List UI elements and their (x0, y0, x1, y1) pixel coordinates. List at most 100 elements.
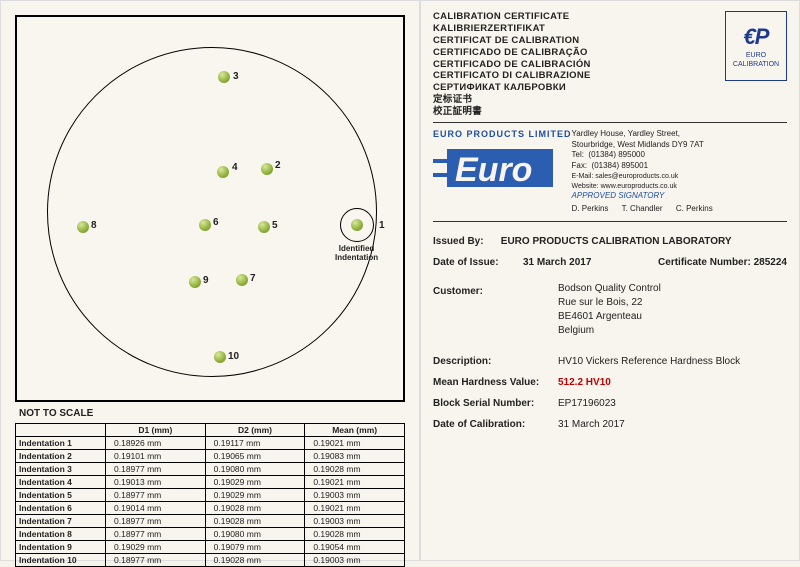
cell-value: 0.18926 mm (106, 437, 206, 450)
logo-sub1: EURO (746, 52, 766, 59)
cert-title-line: KALIBRIERZERTIFIKAT (433, 23, 591, 35)
indent-dot-5 (258, 221, 270, 233)
table-row: Indentation 60.19014 mm0.19028 mm0.19021… (16, 502, 405, 515)
cert-title-line: 定标证书 (433, 94, 591, 106)
table-row: Indentation 10.18926 mm0.19117 mm0.19021… (16, 437, 405, 450)
indent-dot-2 (261, 163, 273, 175)
indent-label-4: 4 (232, 162, 238, 173)
table-row: Indentation 100.18977 mm0.19028 mm0.1900… (16, 554, 405, 567)
cell-value: 0.19028 mm (205, 554, 305, 567)
addr-fax: Fax: (01384) 895001 (572, 161, 713, 172)
indent-label-1: 1 (379, 220, 385, 231)
cell-value: 0.18977 mm (106, 528, 206, 541)
cell-value: 0.19029 mm (205, 476, 305, 489)
table-row: Indentation 40.19013 mm0.19029 mm0.19021… (16, 476, 405, 489)
company-bar: EURO PRODUCTS LIMITED (433, 129, 572, 139)
cell-value: 0.19013 mm (106, 476, 206, 489)
row-label: Indentation 5 (16, 489, 106, 502)
cert-title-line: CALIBRATION CERTIFICATE (433, 11, 591, 23)
cert-title-line: 校正証明書 (433, 106, 591, 118)
table-header (16, 424, 106, 437)
approved-signatory: APPROVED SIGNATORY (572, 191, 713, 202)
row-label: Indentation 2 (16, 450, 106, 463)
cell-value: 0.19021 mm (305, 437, 405, 450)
table-header: D2 (mm) (205, 424, 305, 437)
sample-outline-circle (47, 47, 377, 377)
row-label: Indentation 7 (16, 515, 106, 528)
svg-text:Euro: Euro (455, 151, 532, 189)
addr-line2: Stourbridge, West Midlands DY9 7AT (572, 140, 713, 151)
table-row: Indentation 30.18977 mm0.19080 mm0.19028… (16, 463, 405, 476)
table-row: Indentation 90.19029 mm0.19079 mm0.19054… (16, 541, 405, 554)
cert-title-line: CERTIFICATO DI CALIBRAZIONE (433, 70, 591, 82)
company-info-row: EURO PRODUCTS LIMITED Euro Yardley House… (433, 129, 787, 222)
logo-ep-text: €P (744, 24, 769, 50)
cert-title-line: CERTIFICAT DE CALIBRATION (433, 35, 591, 47)
row-label: Indentation 10 (16, 554, 106, 567)
euro-logo-block: EURO PRODUCTS LIMITED Euro (433, 129, 572, 215)
cell-value: 0.18977 mm (106, 515, 206, 528)
indent-label-10: 10 (228, 351, 239, 362)
row-label: Indentation 4 (16, 476, 106, 489)
cert-title-line: CERTIFICADO DE CALIBRAÇÃO (433, 47, 591, 59)
cell-value: 0.18977 mm (106, 463, 206, 476)
certificate-header: CALIBRATION CERTIFICATEKALIBRIERZERTIFIK… (433, 11, 787, 123)
indent-label-9: 9 (203, 275, 209, 286)
left-page: 12345678910IdentifiedIndentation NOT TO … (0, 0, 420, 561)
addr-tel: Tel: (01384) 895000 (572, 150, 713, 161)
row-label: Indentation 9 (16, 541, 106, 554)
table-row: Indentation 80.18977 mm0.19080 mm0.19028… (16, 528, 405, 541)
cell-value: 0.19003 mm (305, 489, 405, 502)
cell-value: 0.19003 mm (305, 515, 405, 528)
indent-dot-10 (214, 351, 226, 363)
indent-dot-4 (217, 166, 229, 178)
addr-email: E-Mail: sales@europroducts.co.uk (572, 172, 713, 181)
table-header: Mean (mm) (305, 424, 405, 437)
cell-value: 0.19054 mm (305, 541, 405, 554)
indent-label-5: 5 (272, 220, 278, 231)
cell-value: 0.19117 mm (205, 437, 305, 450)
date-cert-row: Date of Issue:31 March 2017 Certificate … (433, 253, 787, 272)
description-row: Description:HV10 Vickers Reference Hardn… (433, 352, 787, 371)
row-label: Indentation 1 (16, 437, 106, 450)
indent-dot-9 (189, 276, 201, 288)
indent-dot-3 (218, 71, 230, 83)
indent-label-2: 2 (275, 160, 281, 171)
indent-dot-8 (77, 221, 89, 233)
customer-row: Customer: Bodson Quality Control Rue sur… (433, 282, 787, 338)
cell-value: 0.19080 mm (205, 528, 305, 541)
euro-logo-icon: Euro (433, 141, 553, 189)
cell-value: 0.19021 mm (305, 476, 405, 489)
indent-label-3: 3 (233, 71, 239, 82)
table-row: Indentation 70.18977 mm0.19028 mm0.19003… (16, 515, 405, 528)
table-row: Indentation 50.18977 mm0.19029 mm0.19003… (16, 489, 405, 502)
euro-calibration-logo: €P EURO CALIBRATION (725, 11, 787, 81)
cell-value: 0.19101 mm (106, 450, 206, 463)
indent-label-7: 7 (250, 273, 256, 284)
cell-value: 0.19028 mm (205, 502, 305, 515)
addr-line1: Yardley House, Yardley Street, (572, 129, 713, 140)
issued-by-row: Issued By: EURO PRODUCTS CALIBRATION LAB… (433, 232, 787, 251)
title-list: CALIBRATION CERTIFICATEKALIBRIERZERTIFIK… (433, 11, 591, 118)
signatory-names: D. Perkins T. Chandler C. Perkins (572, 204, 713, 215)
cell-value: 0.19029 mm (205, 489, 305, 502)
cell-value: 0.19021 mm (305, 502, 405, 515)
serial-row: Block Serial Number:EP17196023 (433, 394, 787, 413)
cell-value: 0.19083 mm (305, 450, 405, 463)
indent-dot-7 (236, 274, 248, 286)
cell-value: 0.19080 mm (205, 463, 305, 476)
identified-ring (340, 208, 374, 242)
identified-label: IdentifiedIndentation (335, 245, 378, 263)
cell-value: 0.18977 mm (106, 489, 206, 502)
table-header: D1 (mm) (106, 424, 206, 437)
calib-date-row: Date of Calibration:31 March 2017 (433, 415, 787, 434)
certificate-details: Issued By: EURO PRODUCTS CALIBRATION LAB… (433, 232, 787, 434)
row-label: Indentation 8 (16, 528, 106, 541)
row-label: Indentation 6 (16, 502, 106, 515)
mean-hardness-row: Mean Hardness Value:512.2 HV10 (433, 373, 787, 392)
cell-value: 0.19003 mm (305, 554, 405, 567)
cert-title-line: CERTIFICADO DE CALIBRACIÓN (433, 59, 591, 71)
table-row: Indentation 20.19101 mm0.19065 mm0.19083… (16, 450, 405, 463)
logo-sub2: CALIBRATION (733, 61, 779, 68)
cell-value: 0.19014 mm (106, 502, 206, 515)
